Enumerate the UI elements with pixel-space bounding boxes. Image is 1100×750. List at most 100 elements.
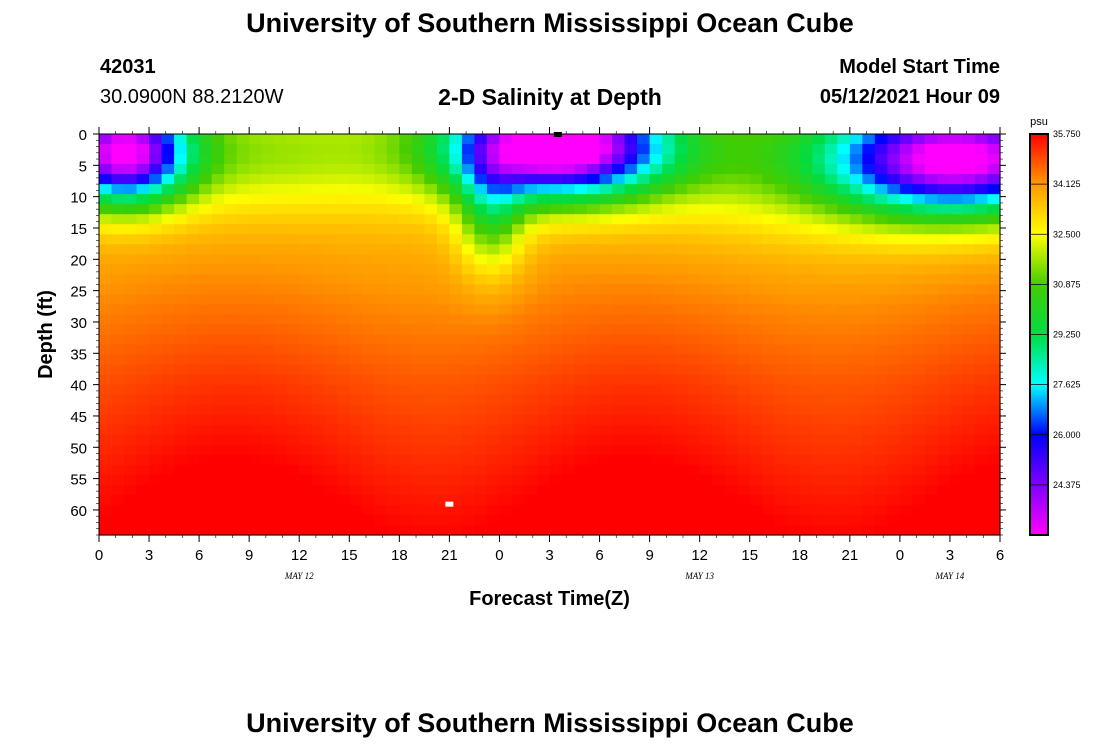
- heatmap-cell: [399, 234, 413, 245]
- heatmap-cell: [587, 334, 601, 346]
- heatmap-cell: [336, 474, 350, 486]
- heatmap-cell: [612, 344, 626, 356]
- heatmap-cell: [774, 454, 788, 466]
- heatmap-cell: [299, 204, 313, 215]
- heatmap-cell: [574, 454, 588, 466]
- heatmap-cell: [424, 324, 438, 336]
- heatmap-cell: [274, 274, 288, 285]
- heatmap-cell: [111, 274, 125, 285]
- heatmap-cell: [499, 484, 513, 496]
- heatmap-cell: [812, 314, 826, 326]
- heatmap-cell: [236, 474, 250, 486]
- heatmap-cell: [774, 294, 788, 306]
- heatmap-cell: [649, 514, 663, 526]
- heatmap-cell: [311, 524, 325, 536]
- heatmap-cell: [899, 394, 914, 406]
- heatmap-cell: [674, 224, 688, 235]
- heatmap-cell: [461, 264, 476, 275]
- heatmap-cell: [899, 294, 914, 306]
- heatmap-cell: [562, 264, 576, 275]
- heatmap-cell: [862, 304, 876, 316]
- heatmap-cell: [311, 514, 325, 526]
- heatmap-cell: [411, 384, 425, 396]
- heatmap-cell: [286, 234, 300, 245]
- heatmap-cell: [511, 244, 526, 255]
- heatmap-cell: [249, 364, 263, 376]
- heatmap-cell: [987, 384, 1001, 396]
- heatmap-cell: [186, 514, 200, 526]
- heatmap-cell: [674, 214, 688, 225]
- heatmap-cell: [787, 204, 801, 215]
- heatmap-cell: [849, 194, 863, 205]
- heatmap-cell: [824, 304, 838, 316]
- heatmap-cell: [374, 374, 388, 386]
- heatmap-cell: [749, 474, 763, 486]
- heatmap-cell: [374, 144, 388, 155]
- heatmap-cell: [749, 174, 763, 185]
- heatmap-cell: [962, 484, 976, 496]
- heatmap-cell: [637, 214, 651, 225]
- heatmap-cell: [386, 504, 400, 516]
- heatmap-cell: [662, 144, 676, 155]
- heatmap-cell: [637, 154, 651, 165]
- heatmap-cell: [99, 394, 113, 406]
- heatmap-cell: [924, 334, 939, 346]
- heatmap-cell: [211, 424, 225, 436]
- heatmap-cell: [249, 264, 263, 275]
- heatmap-cell: [99, 494, 113, 506]
- heatmap-cell: [336, 374, 350, 386]
- heatmap-cell: [361, 464, 375, 476]
- heatmap-cell: [236, 394, 250, 406]
- heatmap-cell: [549, 414, 563, 426]
- heatmap-cell: [874, 264, 888, 275]
- heatmap-cell: [249, 194, 263, 205]
- heatmap-cell: [974, 444, 989, 456]
- heatmap-cell: [549, 304, 563, 316]
- heatmap-cell: [424, 154, 438, 165]
- heatmap-cell: [612, 214, 626, 225]
- heatmap-cell: [974, 204, 989, 215]
- heatmap-cell: [974, 134, 989, 145]
- heatmap-cell: [899, 314, 914, 326]
- heatmap-cell: [987, 404, 1001, 416]
- heatmap-cell: [436, 324, 450, 336]
- heatmap-cell: [349, 184, 363, 195]
- heatmap-cell: [787, 424, 801, 436]
- heatmap-cell: [286, 214, 300, 225]
- heatmap-cell: [837, 464, 851, 476]
- heatmap-cell: [124, 404, 138, 416]
- heatmap-cell: [411, 414, 425, 426]
- heatmap-cell: [436, 214, 450, 225]
- heatmap-cell: [311, 474, 325, 486]
- heatmap-cell: [399, 344, 413, 356]
- heatmap-cell: [436, 454, 450, 466]
- heatmap-cell: [261, 494, 275, 506]
- heatmap-cell: [737, 344, 751, 356]
- heatmap-cell: [311, 254, 325, 265]
- heatmap-cell: [449, 494, 463, 506]
- heatmap-cell: [536, 344, 551, 356]
- heatmap-cell: [361, 284, 375, 295]
- heatmap-cell: [299, 214, 313, 225]
- heatmap-cell: [762, 364, 776, 376]
- heatmap-cell: [812, 334, 826, 346]
- heatmap-cell: [274, 484, 288, 496]
- heatmap-cell: [499, 444, 513, 456]
- heatmap-cell: [762, 454, 776, 466]
- heatmap-cell: [361, 424, 375, 436]
- heatmap-cell: [674, 364, 688, 376]
- heatmap-cell: [124, 174, 138, 185]
- heatmap-cell: [749, 404, 763, 416]
- heatmap-cell: [987, 454, 1001, 466]
- heatmap-cell: [211, 414, 225, 426]
- heatmap-cell: [787, 514, 801, 526]
- heatmap-cell: [499, 464, 513, 476]
- heatmap-cell: [361, 434, 375, 446]
- heatmap-cell: [536, 454, 551, 466]
- heatmap-cell: [612, 174, 626, 185]
- heatmap-cell: [874, 344, 888, 356]
- heatmap-cell: [937, 224, 951, 235]
- heatmap-cell: [149, 274, 163, 285]
- heatmap-cell: [837, 214, 851, 225]
- heatmap-cell: [824, 434, 838, 446]
